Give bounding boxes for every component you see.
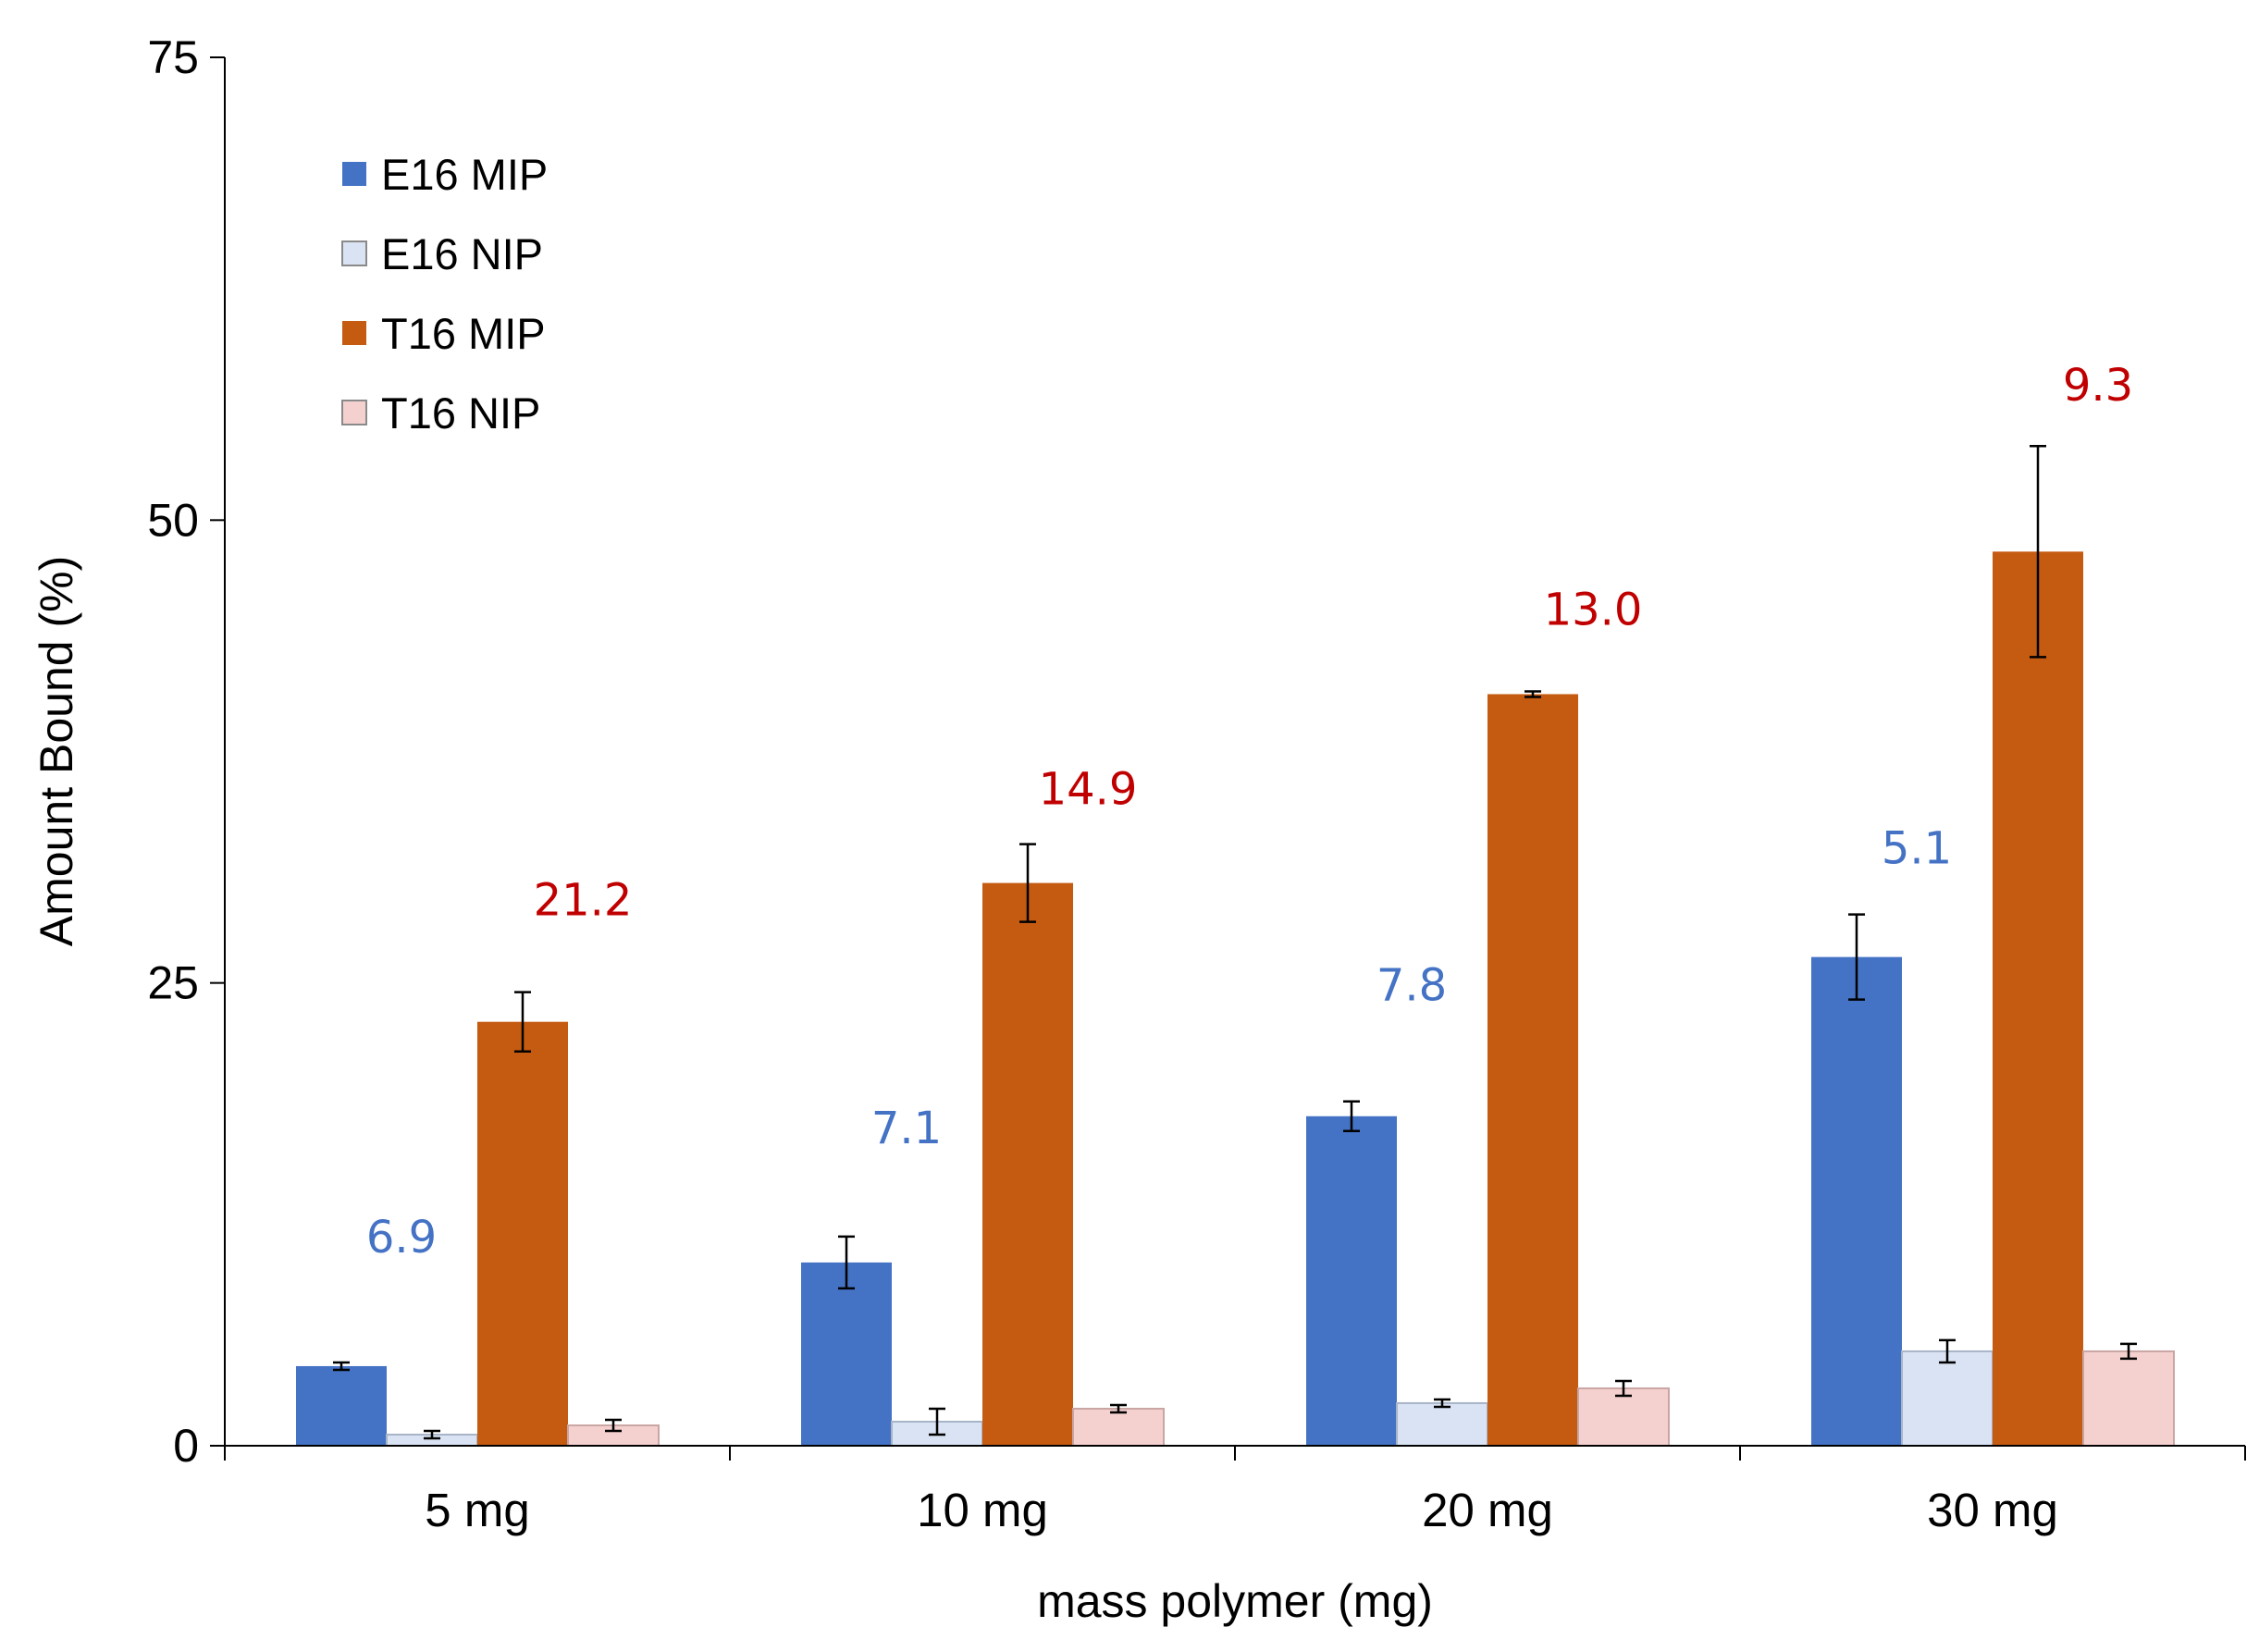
error-bar (2030, 445, 2046, 659)
bar-e16-mip-0 (296, 1365, 387, 1446)
legend-label: T16 NIP (381, 388, 540, 438)
y-tick-label: 25 (147, 957, 199, 1009)
x-category-label: 5 mg (425, 1484, 529, 1536)
legend-label: E16 MIP (381, 150, 548, 199)
labels-layer: mass polymer (mg) Amount Bound (%) 6.9 21.2… (31, 360, 2133, 1627)
bar-t16-mip-1 (982, 882, 1073, 1446)
bar-t16-nip-2 (1577, 1387, 1670, 1447)
y-tick-label: 50 (147, 494, 199, 546)
bar-e16-mip-1 (801, 1262, 892, 1446)
error-bar (1525, 690, 1541, 698)
bar-e16-mip-2 (1306, 1116, 1397, 1446)
bar-e16-mip-3 (1811, 956, 1902, 1446)
error-bar (1848, 913, 1865, 1001)
x-category-label: 10 mg (917, 1484, 1048, 1536)
y-tick-label: 0 (173, 1420, 199, 1472)
error-bar (2120, 1342, 2137, 1361)
bar-t16-mip-3 (1993, 551, 2083, 1446)
legend-label: T16 MIP (381, 309, 546, 358)
error-bar (605, 1418, 622, 1433)
error-bar (929, 1407, 945, 1436)
y-tick-label: 75 (147, 31, 199, 83)
annotation-label: 13.0 (1544, 584, 1643, 635)
error-bar (514, 991, 531, 1053)
legend: E16 MIP E16 NIP T16 MIP T16 NIP (341, 150, 548, 438)
annotation-label: 7.8 (1376, 960, 1447, 1012)
bar-t16-mip-0 (477, 1021, 568, 1446)
error-bar (1343, 1100, 1360, 1133)
legend-swatch (342, 321, 366, 345)
error-bar (1110, 1403, 1127, 1414)
error-bar (1019, 843, 1036, 923)
annotation-label: 14.9 (1039, 764, 1138, 816)
annotation-label: 6.9 (366, 1212, 437, 1264)
bars-layer (296, 445, 2175, 1448)
error-bar (838, 1235, 855, 1290)
annotation-label: 21.2 (534, 875, 633, 927)
annotation-label: 7.1 (871, 1103, 942, 1154)
bar-e16-nip-2 (1396, 1401, 1488, 1448)
bar-t16-nip-3 (2082, 1350, 2175, 1448)
annotation-label: 9.3 (2063, 360, 2133, 412)
legend-label: E16 NIP (381, 229, 543, 278)
error-bar (1434, 1398, 1450, 1409)
error-bar (424, 1429, 440, 1440)
axes-layer: 0 25 50 75 5 mg 10 mg 20 mg 30 mg (147, 31, 2246, 1536)
error-bar (1615, 1379, 1632, 1398)
x-category-label: 20 mg (1422, 1484, 1553, 1536)
bar-e16-nip-3 (1901, 1350, 1994, 1448)
legend-swatch (341, 240, 367, 266)
bar-t16-mip-2 (1487, 694, 1578, 1446)
bar-t16-nip-1 (1072, 1407, 1165, 1448)
error-bar (1939, 1338, 1956, 1364)
x-axis-title: mass polymer (mg) (1037, 1575, 1433, 1627)
legend-swatch (342, 162, 366, 186)
legend-swatch (341, 400, 367, 425)
x-category-label: 30 mg (1927, 1484, 2058, 1536)
error-bar (333, 1361, 350, 1372)
annotation-label: 5.1 (1882, 823, 1952, 875)
y-axis-title: Amount Bound (%) (31, 556, 82, 946)
